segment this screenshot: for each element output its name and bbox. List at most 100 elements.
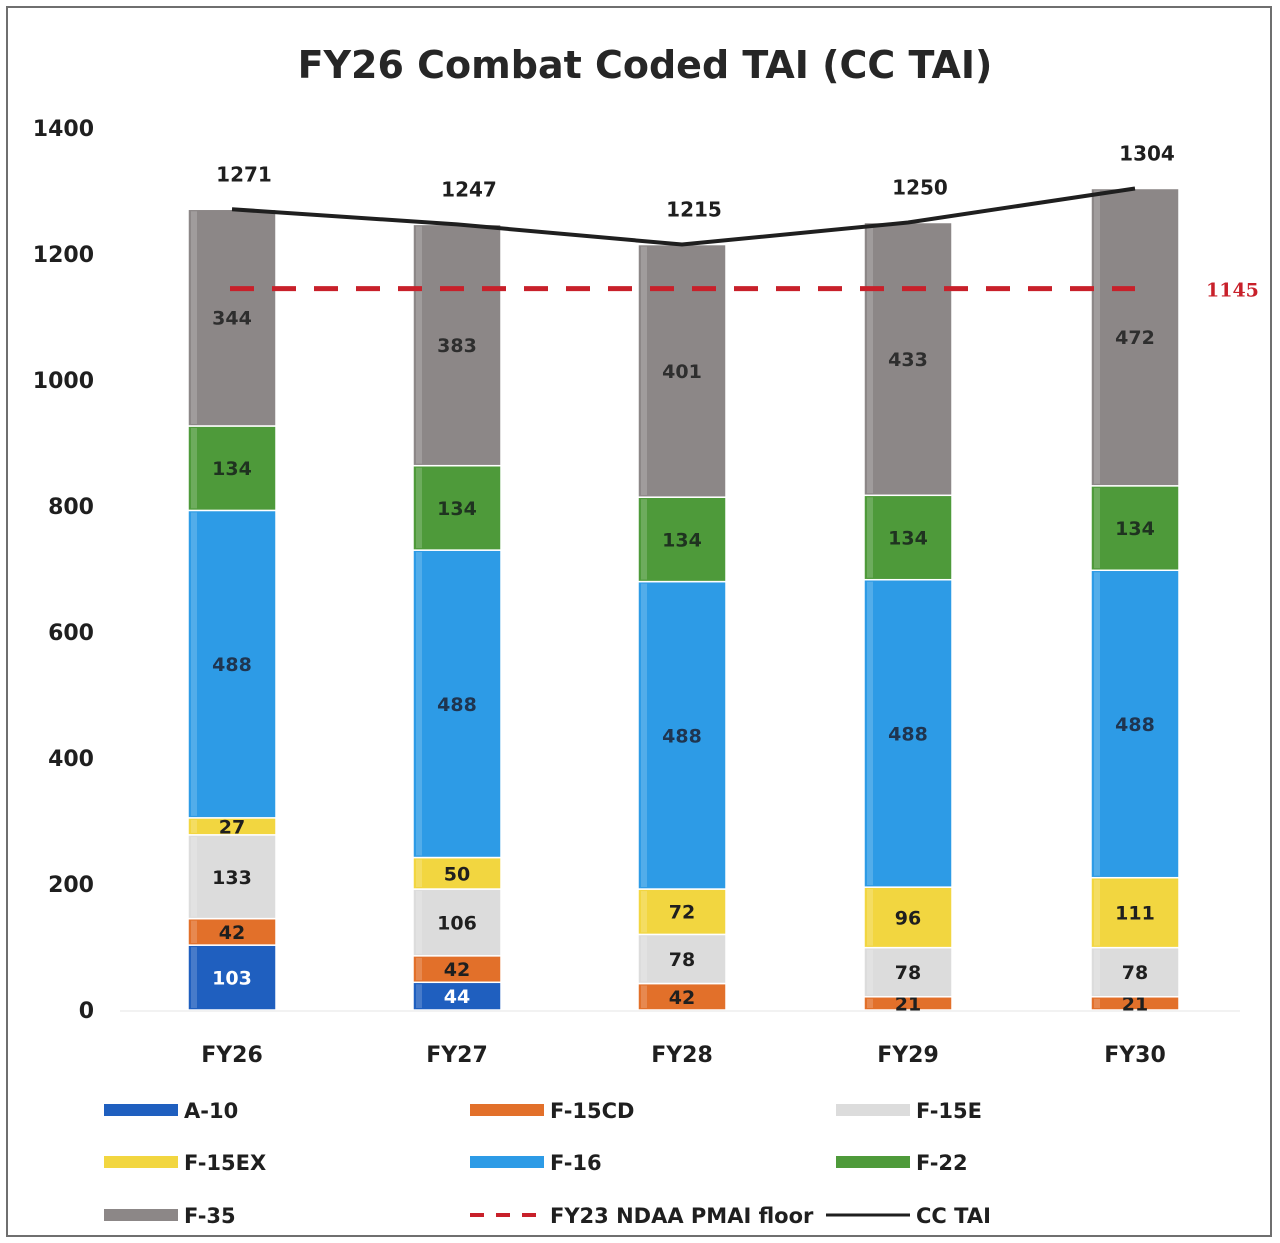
bar-segment-highlight	[416, 859, 422, 888]
bar-segment-f-15ex	[863, 886, 953, 949]
data-label: 42	[219, 922, 245, 944]
bar-segment-f-35	[412, 223, 502, 467]
legend-label: F-15E	[916, 1099, 982, 1123]
data-label: 103	[212, 968, 252, 990]
bar-segment-f-16	[412, 549, 502, 859]
data-label: 106	[437, 912, 477, 934]
bar-segment-highlight	[416, 552, 422, 856]
bar-segment-highlight	[416, 467, 422, 549]
y-tick-label: 600	[48, 621, 94, 646]
bar-segment-highlight	[191, 836, 197, 917]
legend-label: F-35	[184, 1204, 236, 1228]
legend-label: F-22	[916, 1151, 968, 1175]
data-label: 401	[662, 361, 702, 383]
legend-label: F-16	[550, 1151, 602, 1175]
bar-segment-highlight	[867, 581, 873, 886]
data-label: 488	[1115, 714, 1155, 736]
data-label: 72	[669, 902, 695, 924]
data-label: 111	[1115, 903, 1155, 925]
data-label: 488	[662, 725, 702, 747]
bar-segment-highlight	[641, 936, 647, 982]
data-label: 42	[669, 987, 695, 1009]
data-label: 21	[1122, 993, 1148, 1015]
y-tick-label: 0	[79, 999, 94, 1024]
x-tick-label: FY28	[651, 1043, 713, 1068]
legend-item: F-35	[104, 1204, 236, 1228]
bar-segment-highlight	[641, 891, 647, 933]
y-tick-label: 800	[48, 495, 94, 520]
legend-item: A-10	[104, 1099, 238, 1123]
legend-swatch	[836, 1156, 910, 1168]
y-tick-label: 200	[48, 873, 94, 898]
data-label: 78	[1122, 962, 1148, 984]
y-tick-label: 1200	[33, 243, 94, 268]
bar-segment-highlight	[191, 819, 197, 833]
cc-tai-line: 1271 1247 1215 1250 1304	[216, 141, 1175, 247]
bar-segment-f-15cd	[412, 955, 502, 984]
total-label: 1247	[441, 177, 497, 201]
bar-segment-highlight	[641, 583, 647, 888]
data-label: 488	[888, 723, 928, 745]
bar-segment-highlight	[1094, 487, 1100, 569]
bar-segment-highlight	[1094, 998, 1100, 1008]
bar-segment-highlight	[867, 224, 873, 494]
data-label: 133	[212, 867, 252, 889]
data-label: 134	[662, 529, 702, 551]
bar-segment-f-16	[637, 580, 727, 890]
data-label: 488	[437, 694, 477, 716]
data-label: 44	[444, 986, 470, 1008]
data-label: 488	[212, 654, 252, 676]
bar-segment-f-22	[1090, 485, 1180, 572]
bar-segment-f-15e	[637, 933, 727, 985]
total-label: 1215	[666, 198, 722, 222]
y-axis: 0 200 400 600 800 1000 1200 1400	[33, 117, 94, 1024]
legend-item: FY23 NDAA PMAI floor	[470, 1204, 814, 1228]
data-label: 78	[895, 962, 921, 984]
cc-tai-polyline	[231, 186, 1136, 247]
legend-swatch	[470, 1156, 544, 1168]
y-tick-label: 400	[48, 747, 94, 772]
bar-segment-f-22	[637, 496, 727, 583]
bar-segment-a-10	[187, 944, 277, 1011]
pmai-floor-line: 1145	[230, 280, 1259, 302]
bar-segment-f-16	[187, 509, 277, 819]
legend-item: F-15CD	[470, 1099, 634, 1123]
data-label: 344	[212, 308, 252, 330]
bar-segment-f-15e	[187, 834, 277, 920]
bar-segment-highlight	[191, 920, 197, 944]
total-label: 1271	[216, 162, 272, 186]
data-label: 134	[437, 498, 477, 520]
legend-label: CC TAI	[916, 1204, 991, 1228]
legend-item: CC TAI	[826, 1204, 991, 1228]
data-label: 78	[669, 949, 695, 971]
bar-segment-highlight	[1094, 190, 1100, 484]
data-label: 21	[895, 993, 921, 1015]
bar-segment-highlight	[867, 949, 873, 995]
data-label: 134	[1115, 518, 1155, 540]
x-tick-label: FY30	[1104, 1043, 1166, 1068]
bar-segment-highlight	[641, 499, 647, 580]
bar-segment-highlight	[191, 427, 197, 509]
bar-segment-highlight	[191, 947, 197, 1008]
data-label: 42	[444, 959, 470, 981]
data-label: 383	[437, 335, 477, 357]
bars: 103 42 133 27 488 134 344 44 42 106 50 488 134 383 42 7…	[187, 187, 1180, 1015]
bar-segment-highlight	[867, 998, 873, 1008]
bar-segment-a-10	[412, 981, 502, 1011]
bar-segment-highlight	[867, 497, 873, 578]
legend-swatch	[104, 1104, 178, 1116]
y-tick-label: 1000	[33, 369, 94, 394]
legend-label: FY23 NDAA PMAI floor	[550, 1204, 814, 1228]
legend-swatch	[836, 1104, 910, 1116]
bar-segment-highlight	[191, 512, 197, 816]
total-label: 1250	[892, 176, 948, 200]
x-axis: FY26 FY27 FY28 FY29 FY30	[120, 1010, 1240, 1068]
bar-segment-f-22	[412, 464, 502, 551]
bar-segment-f-15e	[1090, 946, 1180, 998]
bar-segment-f-22	[863, 494, 953, 581]
legend-label: F-15CD	[550, 1099, 634, 1123]
pmai-floor-value-label: 1145	[1206, 280, 1259, 302]
data-label: 134	[212, 458, 252, 480]
legend-swatch	[470, 1104, 544, 1116]
